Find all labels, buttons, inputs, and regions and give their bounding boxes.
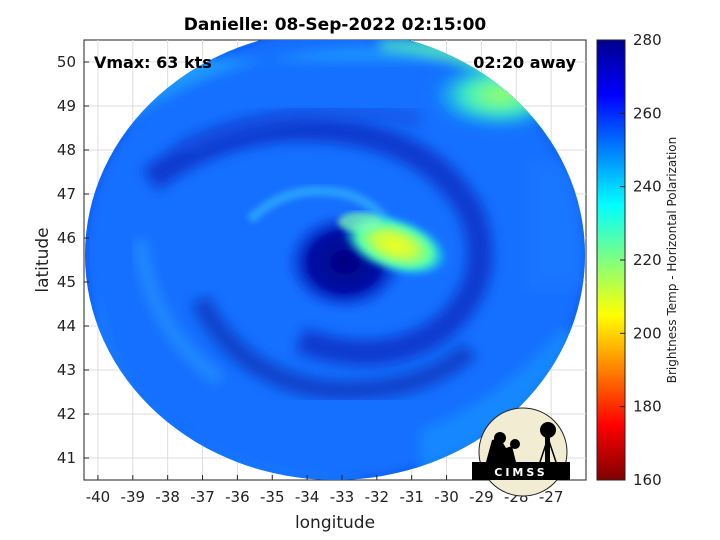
colorbar-tick-label: 160 (633, 471, 662, 489)
x-tick-label: -38 (155, 488, 180, 506)
colorbar-tick-label: 200 (633, 324, 662, 342)
x-tick-label: -34 (295, 488, 320, 506)
colorbar-tick-label: 180 (633, 398, 662, 416)
colorbar-label: Brightness Temp - Horizontal Polarizatio… (665, 137, 679, 384)
x-tick-label: -30 (434, 488, 459, 506)
colorbar-ticks: 160 180 200 220 240 260 280 (620, 31, 662, 489)
spiral-band (142, 115, 493, 366)
cimss-logo-text: CIMSS (494, 466, 547, 479)
colorbar-tick-label: 220 (633, 251, 662, 269)
x-tick-label: -39 (121, 488, 146, 506)
x-tick-label: -40 (86, 488, 111, 506)
colorbar-tick-label: 240 (633, 178, 662, 196)
x-tick-label: -32 (365, 488, 390, 506)
y-tick-label: 47 (57, 185, 76, 203)
x-tick-label: -31 (399, 488, 424, 506)
x-tick-label: -29 (469, 488, 494, 506)
y-tick-label: 49 (57, 97, 76, 115)
x-tick-label: -36 (225, 488, 250, 506)
colorbar-tick-label: 260 (633, 104, 662, 122)
microwave-swath (85, 40, 585, 480)
y-tick-label: 45 (57, 273, 76, 291)
x-tick-label: -37 (190, 488, 215, 506)
y-tick-label: 44 (57, 317, 76, 335)
x-tick-label: -27 (539, 488, 564, 506)
y-tick-label: 43 (57, 361, 76, 379)
y-tick-label: 50 (57, 53, 76, 71)
vmax-label: Vmax: 63 kts (94, 53, 212, 72)
cimss-logo: CIMSS (472, 407, 570, 497)
y-tick-label: 41 (57, 449, 76, 467)
y-tick-label: 46 (57, 229, 76, 247)
y-axis-label: latitude (33, 227, 53, 292)
x-tick-label: -33 (330, 488, 355, 506)
y-tick-label: 42 (57, 405, 76, 423)
x-tick-label: -35 (260, 488, 285, 506)
colorbar-tick-label: 280 (633, 31, 662, 49)
figure-title: Danielle: 08-Sep-2022 02:15:00 (184, 15, 487, 35)
y-tick-label: 48 (57, 141, 76, 159)
x-axis-label: longitude (295, 513, 375, 533)
time-away-label: 02:20 away (473, 53, 576, 72)
